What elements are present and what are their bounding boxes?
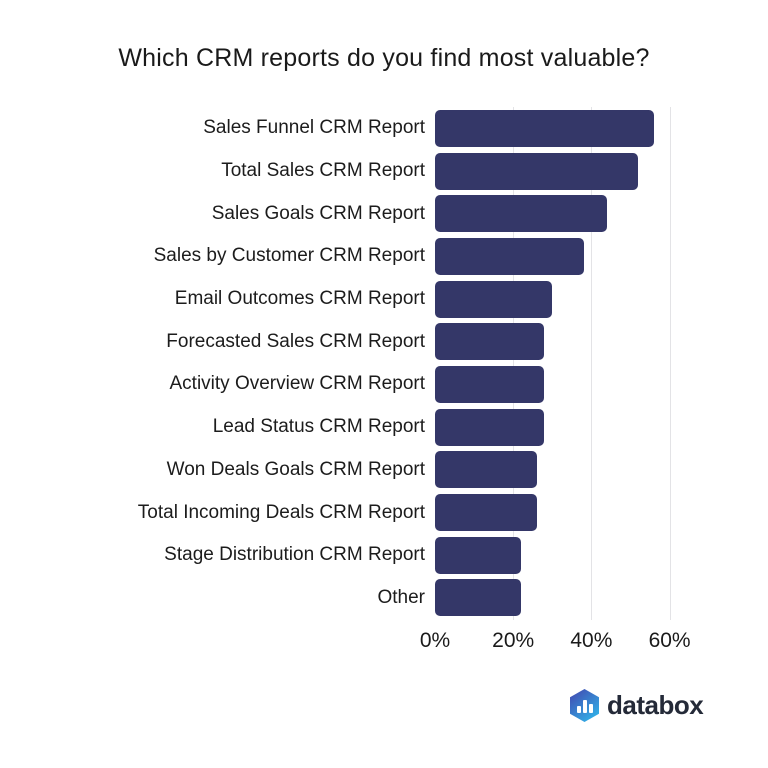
logo-bars-glyph <box>576 700 593 713</box>
category-label: Other <box>377 586 425 608</box>
chart-row: Sales Funnel CRM Report <box>0 107 768 150</box>
databox-logo-icon <box>570 689 599 722</box>
bar <box>435 451 537 489</box>
chart-title: Which CRM reports do you find most valua… <box>118 44 650 72</box>
chart-row: Won Deals Goals CRM Report <box>0 449 768 492</box>
category-label: Email Outcomes CRM Report <box>174 288 425 310</box>
category-label: Activity Overview CRM Report <box>169 373 426 395</box>
category-label: Stage Distribution CRM Report <box>164 544 425 566</box>
chart-row: Sales Goals CRM Report <box>0 192 768 235</box>
category-label: Total Incoming Deals CRM Report <box>137 501 425 523</box>
databox-logo: databox <box>570 689 704 722</box>
category-label: Won Deals Goals CRM Report <box>166 458 425 480</box>
chart-row: Activity Overview CRM Report <box>0 363 768 406</box>
x-tick-label: 40% <box>570 629 613 652</box>
bar <box>435 323 545 361</box>
x-tick-label: 0% <box>419 629 451 652</box>
bar <box>435 195 608 233</box>
bar <box>435 152 639 190</box>
x-tick-label: 60% <box>648 629 691 652</box>
category-label: Total Sales CRM Report <box>221 160 425 182</box>
bar <box>435 109 654 147</box>
databox-logo-text: databox <box>607 690 704 720</box>
x-tick-label: 20% <box>492 629 535 652</box>
bar <box>435 280 553 318</box>
chart-row: Stage Distribution CRM Report <box>0 534 768 577</box>
gridline-40 <box>591 107 593 620</box>
chart-row: Sales by Customer CRM Report <box>0 235 768 278</box>
chart-row: Lead Status CRM Report <box>0 406 768 449</box>
category-label: Lead Status CRM Report <box>212 416 425 438</box>
bar <box>435 365 545 403</box>
chart-row: Total Incoming Deals CRM Report <box>0 491 768 534</box>
x-axis: 0% 20% 40% 60% <box>420 629 735 659</box>
bar <box>435 579 522 617</box>
bar <box>435 237 584 275</box>
chart-row: Other <box>0 577 768 620</box>
gridlines-layer <box>435 107 715 620</box>
bar <box>435 536 522 574</box>
gridline-60 <box>669 107 671 620</box>
category-label: Forecasted Sales CRM Report <box>166 330 425 352</box>
bar <box>435 494 537 532</box>
gridline-20 <box>513 107 515 620</box>
category-label: Sales by Customer CRM Report <box>153 245 425 267</box>
chart-row: Email Outcomes CRM Report <box>0 278 768 321</box>
bar-chart: Sales Funnel CRM Report Total Sales CRM R… <box>0 107 768 619</box>
category-label: Sales Goals CRM Report <box>211 202 425 224</box>
category-label: Sales Funnel CRM Report <box>203 117 425 139</box>
chart-row: Total Sales CRM Report <box>0 150 768 193</box>
chart-row: Forecasted Sales CRM Report <box>0 320 768 363</box>
bar <box>435 408 545 446</box>
